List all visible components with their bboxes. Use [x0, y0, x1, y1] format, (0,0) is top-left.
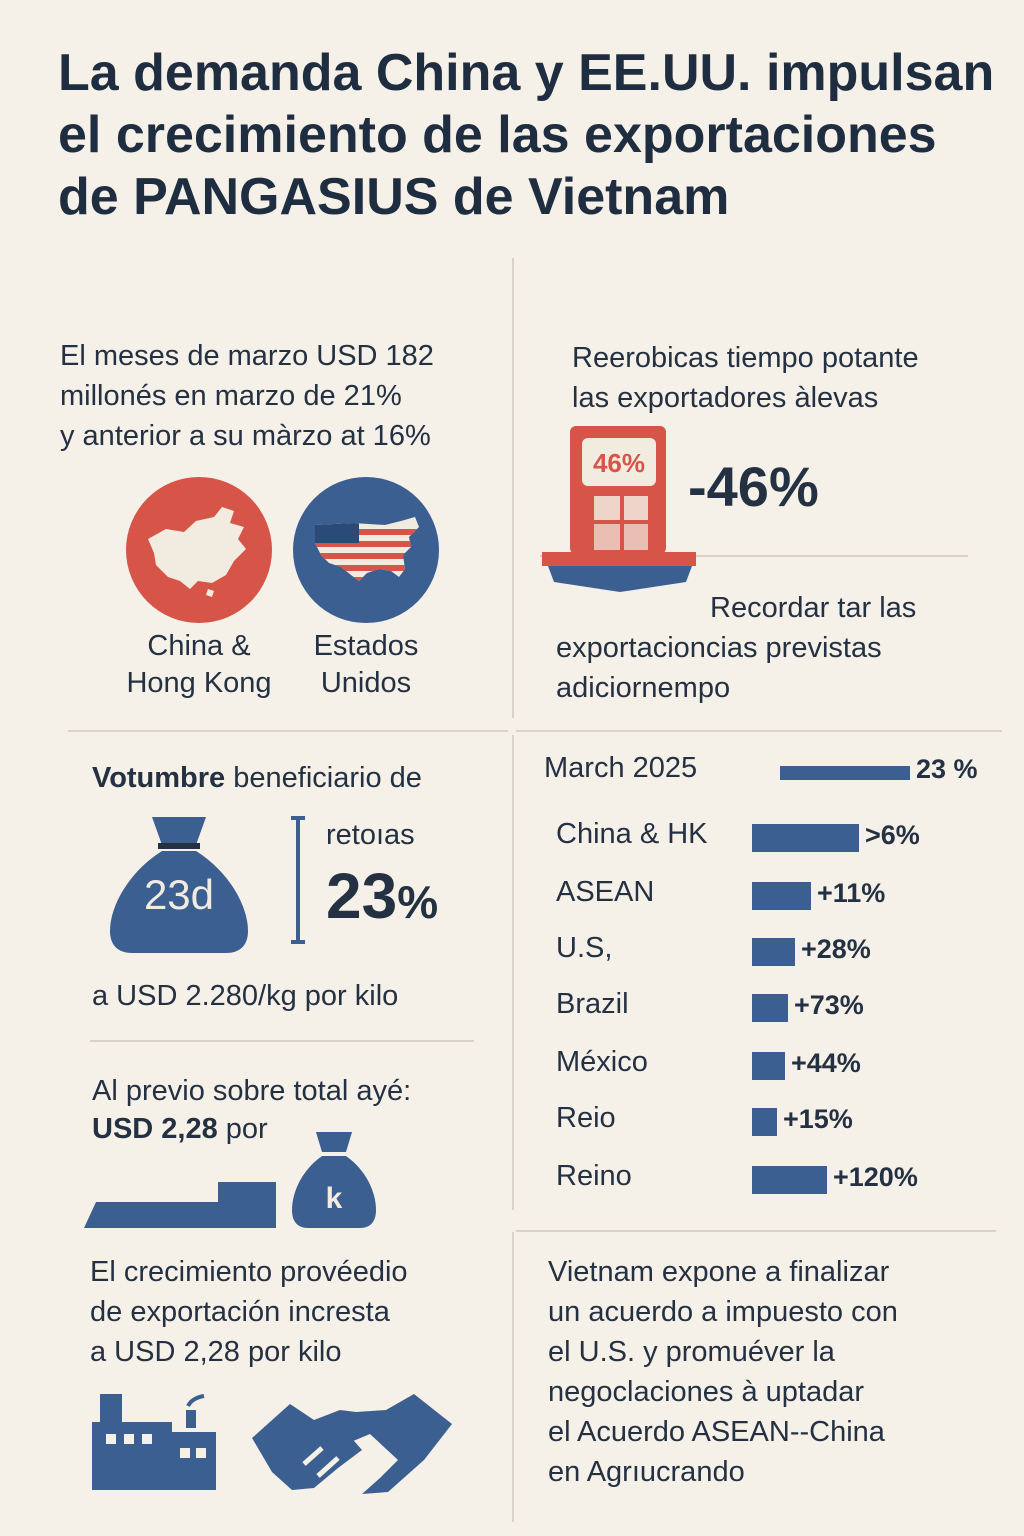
percent-badge: 46% [592, 448, 646, 478]
divider [516, 730, 1002, 732]
heading-bold: Votumbre [92, 762, 226, 794]
bar [752, 824, 859, 852]
text-line: El crecimiento provéedio [90, 1256, 408, 1288]
divider [90, 1040, 474, 1042]
bar-category-label: March 2025 [544, 752, 698, 784]
market-growth-bar-chart: March 2025 23 % China & HK >6% ASEAN +11% U.S,… [540, 752, 1010, 1212]
bar-value-label: +28% [801, 934, 871, 964]
side-label: retoıas [326, 819, 415, 851]
china-map-icon [126, 477, 272, 623]
volume-number: 23 [326, 860, 398, 932]
text-line: de exportación incresta [90, 1296, 390, 1328]
price-per-kilo-text: a USD 2.280/kg por kilo [92, 980, 399, 1012]
bar-value-label: +11% [817, 878, 886, 908]
divider [512, 1232, 514, 1522]
bar-value-label: +73% [794, 990, 864, 1020]
bar-value-label: >6% [865, 820, 920, 850]
label-line: China & [147, 630, 251, 662]
bar [752, 938, 795, 966]
text-line: millonés en marzo de 21% [60, 380, 402, 412]
usa-flag-map-icon [293, 477, 439, 623]
text-line: Vietnam expone a finalizar [548, 1256, 890, 1288]
bar [752, 1052, 785, 1080]
text-line: el Acuerdo ASEAN--China [548, 1416, 885, 1448]
bar-category-label: Brazil [556, 988, 629, 1020]
heading-rest: beneficiario de [225, 762, 422, 794]
divider [516, 1230, 996, 1232]
text-line: Al previo sobre total ayé: [92, 1075, 412, 1107]
label-line: Hong Kong [126, 667, 272, 699]
text-rest: por [217, 1113, 268, 1145]
bar [752, 1108, 777, 1136]
bar-value-label: +15% [783, 1104, 853, 1134]
text-line: las exportadores àlevas [572, 382, 879, 414]
divider [512, 735, 514, 1210]
previous-price-text: Al previo sobre total ayé: USD 2,28 por [92, 1072, 512, 1148]
volume-heading: Votumbre beneficiario de [92, 758, 512, 798]
bar-category-label: México [556, 1046, 648, 1078]
text-line: un acuerdo a impuesto con [548, 1296, 898, 1328]
price-bold: USD 2,28 [92, 1113, 218, 1145]
agreement-text: Vietnam expone a finalizar un acuerdo a … [548, 1252, 1008, 1492]
bar [780, 766, 910, 780]
usa-label: Estados Unidos [286, 628, 446, 702]
text-line: y anterior a su màrzo at 16% [60, 420, 431, 452]
march-summary-text: El meses de marzo USD 182 millonés en ma… [60, 336, 500, 456]
bag-letter: k [325, 1182, 343, 1215]
exporters-text: Reerobicas tiempo potante las exportador… [572, 338, 992, 418]
china-hk-label: China & Hong Kong [110, 628, 288, 702]
bar-category-label: Reio [556, 1102, 616, 1134]
decrease-value: -46% [688, 455, 819, 518]
step-bars-icon [84, 1180, 280, 1230]
text-line: a USD 2,28 por kilo [90, 1336, 342, 1368]
bar-value-label: +120% [833, 1162, 918, 1192]
label-line: Unidos [320, 667, 412, 699]
forecast-text: Recordar tar las exportacioncias previst… [556, 588, 976, 708]
growth-text: El crecimiento provéedio de exportación … [90, 1252, 510, 1372]
factory-icon [92, 1392, 218, 1492]
divider [540, 555, 968, 557]
text-line: Recordar tar las [710, 592, 917, 624]
volume-unit: % [397, 876, 439, 928]
bar-value-label: +44% [791, 1048, 861, 1078]
divider [68, 730, 508, 732]
bar-category-label: China & HK [556, 818, 708, 850]
cargo-ship-icon: 46% [540, 424, 700, 594]
text-line: en Agrıucrando [548, 1456, 745, 1488]
bracket-line [291, 816, 305, 944]
text-line: negoclaciones à uptadar [548, 1376, 865, 1408]
text-line: exportacioncias previstas [556, 632, 882, 664]
bar-value-label: 23 % [916, 754, 978, 784]
text-line: adiciornempo [556, 672, 731, 704]
bar [752, 994, 788, 1022]
divider [512, 258, 514, 718]
handshake-icon [252, 1390, 452, 1498]
bar-category-label: Reino [556, 1160, 632, 1192]
bar-category-label: U.S, [556, 932, 613, 964]
label-line: Estados [313, 630, 419, 662]
text-line: Reerobicas tiempo potante [572, 342, 919, 374]
weight-bag-icon: k [290, 1130, 378, 1230]
text-line: el U.S. y promuéver la [548, 1336, 835, 1368]
bar-category-label: ASEAN [556, 876, 655, 908]
bar [752, 1166, 827, 1194]
page-title: La demanda China y EE.UU. impulsan el cr… [58, 44, 995, 226]
bar [752, 882, 811, 910]
text-line: El meses de marzo USD 182 [60, 340, 434, 372]
volume-percent: 23% [326, 860, 438, 938]
bag-label: 23d [143, 871, 215, 918]
money-bag-icon: 23d [108, 815, 250, 955]
